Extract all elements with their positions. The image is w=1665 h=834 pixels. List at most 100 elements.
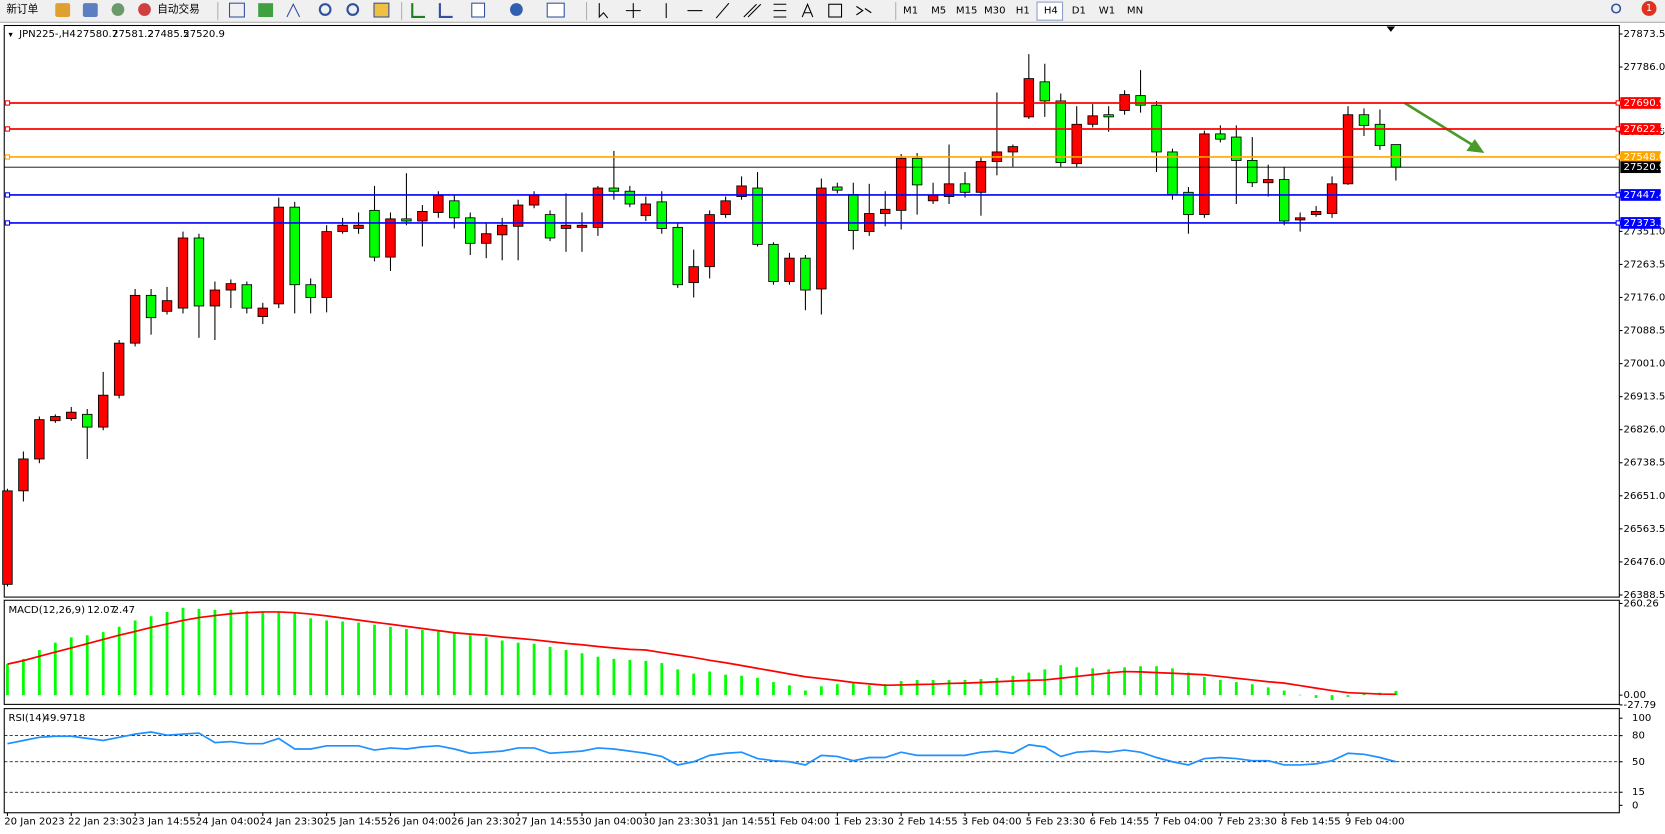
icon[interactable] [471, 2, 486, 18]
icon[interactable] [411, 3, 426, 19]
timeframe-button[interactable]: M1 [903, 6, 918, 17]
zoom-out[interactable] [346, 3, 360, 16]
y-tick-label: 0.00 [1624, 690, 1646, 701]
macd-bar [692, 673, 696, 696]
label-tool[interactable] [828, 3, 843, 18]
auto-trading-button[interactable]: 自动交易 [157, 3, 199, 16]
icon[interactable] [258, 3, 274, 17]
icon[interactable] [55, 3, 71, 17]
timeframe-button[interactable]: H1 [1016, 6, 1030, 17]
candle-body [1167, 151, 1178, 195]
icon[interactable] [228, 2, 245, 18]
candle-body [752, 187, 763, 245]
level-label-bg [1620, 123, 1661, 135]
level-label: 27548.0 [1624, 152, 1665, 163]
level-label: 27622.1 [1624, 124, 1665, 135]
candle-body [1007, 146, 1019, 153]
timeframe-button[interactable]: H4 [1044, 6, 1058, 17]
search[interactable] [1611, 3, 1622, 14]
zoom-in[interactable] [318, 3, 332, 16]
chart-title: JPN225-,H4 [18, 29, 76, 40]
candle-body [449, 200, 460, 219]
trendline-tool[interactable] [715, 2, 730, 19]
macd-bar [1107, 669, 1111, 696]
candle-body [465, 217, 476, 244]
icon[interactable] [82, 3, 98, 17]
candle-body [544, 214, 556, 239]
trend-arrow-head [1466, 139, 1485, 153]
icon[interactable] [373, 2, 390, 18]
macd-bar [532, 643, 536, 696]
icon[interactable] [438, 3, 453, 19]
rsi-line [7, 731, 1397, 766]
arrows-tool[interactable] [856, 5, 872, 16]
crosshair-tool[interactable] [625, 3, 641, 19]
timeframe-button[interactable]: D1 [1072, 6, 1086, 17]
candle-body [720, 200, 731, 216]
icon[interactable] [546, 2, 565, 18]
candle-body [113, 342, 125, 396]
timeframe-button[interactable]: M30 [984, 6, 1006, 17]
cursor-tool[interactable] [598, 3, 609, 19]
macd-bar [405, 628, 408, 696]
macd-bar [1059, 665, 1063, 696]
candle-body [50, 416, 61, 422]
x-tick-label: 30 Jan 04:00 [579, 816, 643, 827]
candle-body [688, 266, 699, 284]
candle-body [321, 231, 332, 298]
macd-bar [947, 679, 951, 696]
new-order-button[interactable]: 新订单 [6, 3, 38, 16]
timeframe-button[interactable]: M15 [956, 6, 978, 17]
signal-line [7, 611, 1396, 696]
text-tool[interactable] [801, 2, 814, 18]
candle-body [1087, 115, 1098, 125]
macd-panel [3, 599, 1620, 705]
x-tick-label: 24 Jan 23:30 [260, 816, 324, 827]
macd-bar [1139, 666, 1142, 696]
auto-trading-icon[interactable] [138, 3, 151, 16]
macd-bar [804, 690, 807, 696]
candle-body [1294, 217, 1306, 221]
macd-bar [1282, 690, 1286, 696]
y-tick-label: 0 [1632, 800, 1638, 811]
candle-body [943, 183, 955, 197]
bid-label-bg [1620, 161, 1661, 174]
macd-bar [1011, 675, 1015, 696]
candle-body [2, 490, 13, 585]
macd-bar [325, 620, 329, 696]
timeframe-button[interactable]: W1 [1099, 6, 1115, 17]
macd-bar [788, 685, 791, 696]
macd-bar [1330, 695, 1334, 701]
panel-marker [8, 32, 13, 38]
macd-bar [756, 677, 759, 696]
channel-tool[interactable] [743, 3, 762, 18]
candle-body [1135, 95, 1146, 106]
icon[interactable] [286, 3, 301, 18]
macd-bar [133, 620, 137, 696]
candle-body [241, 284, 253, 309]
macd-bar [452, 633, 456, 696]
level-label-bg [1620, 97, 1661, 109]
y-tick-label: 27873.5 [1624, 29, 1665, 40]
timeframe-button[interactable]: M5 [931, 6, 946, 17]
candle-body [1342, 114, 1354, 185]
timeframe-button[interactable]: MN [1127, 6, 1143, 17]
macd-bar [1155, 666, 1158, 696]
candle-body [975, 161, 987, 193]
level-handle [4, 220, 11, 226]
alert-badge[interactable] [1641, 1, 1657, 16]
x-tick-label: 1 Feb 04:00 [770, 816, 830, 827]
macd-bar [963, 679, 967, 696]
candle-body [1374, 123, 1386, 146]
candle-body [145, 294, 157, 319]
macd-bar [1298, 694, 1302, 696]
candle-body [66, 411, 77, 420]
candle-body [1231, 136, 1242, 161]
icon[interactable] [510, 3, 523, 16]
macd-bar [1091, 668, 1095, 696]
candle-body [161, 300, 173, 312]
icon[interactable] [111, 3, 125, 16]
fibo-tool[interactable] [773, 3, 787, 18]
candle-body [816, 187, 827, 290]
